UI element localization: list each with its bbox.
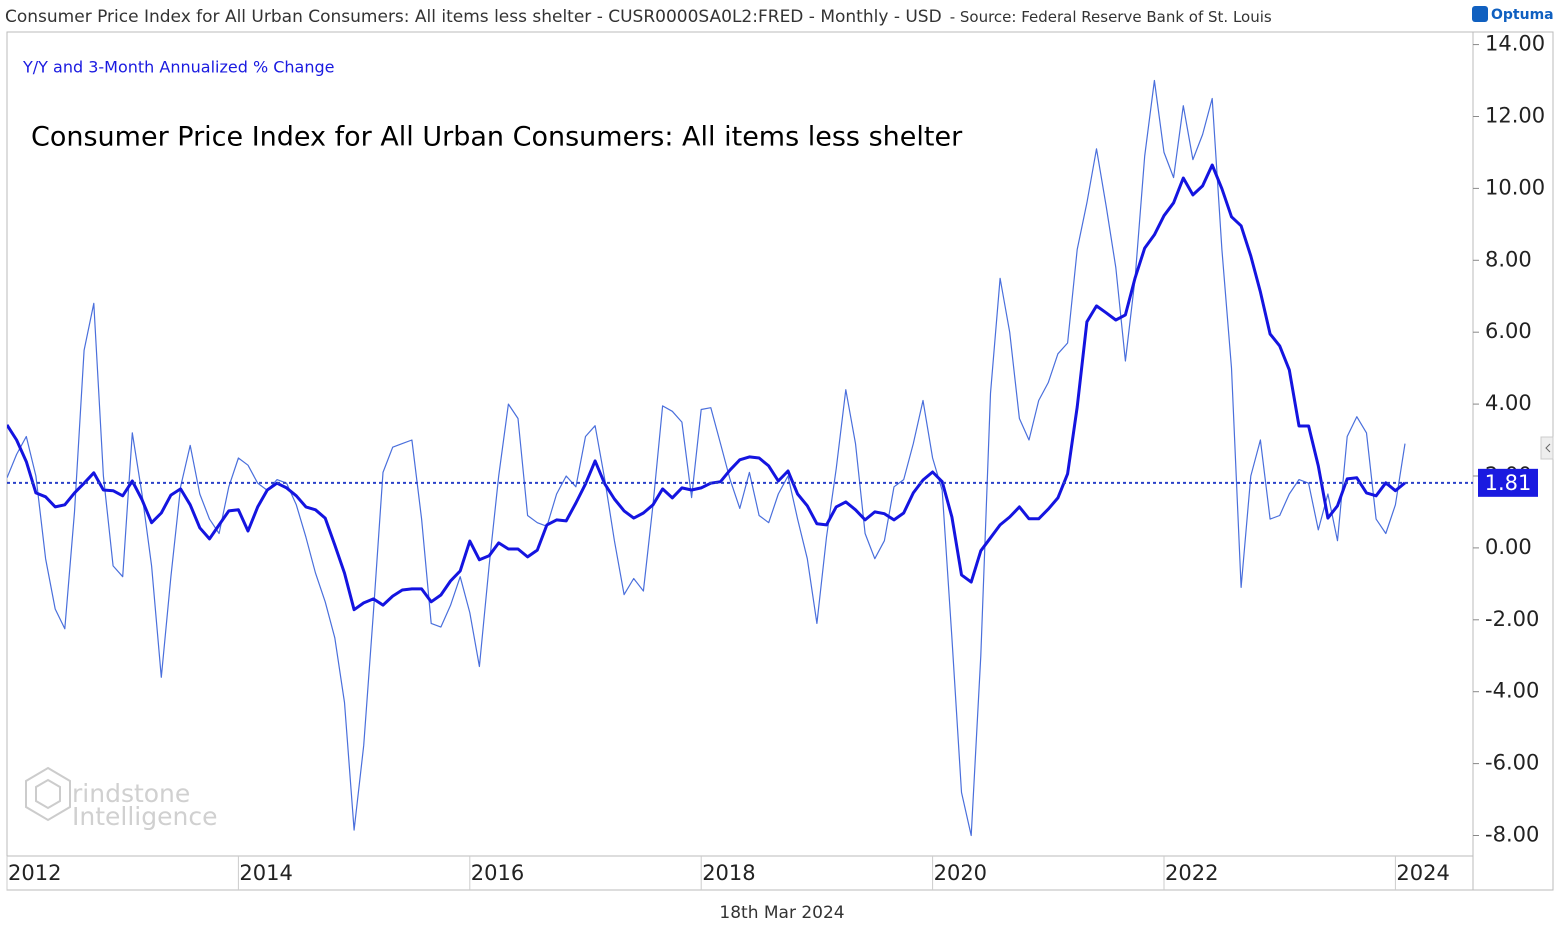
last-value-box (1478, 468, 1538, 497)
y-tick-label: 8.00 (1485, 247, 1532, 271)
header-text: Consumer Price Index for All Urban Consu… (5, 7, 942, 27)
y-tick-label: -6.00 (1485, 751, 1539, 775)
side-tab[interactable] (1540, 436, 1554, 460)
subtitle: Y/Y and 3-Month Annualized % Change (22, 58, 335, 77)
logo: Optuma (1491, 7, 1554, 23)
y-tick-label: 12.00 (1485, 103, 1545, 127)
y-tick-label: -8.00 (1485, 823, 1539, 847)
x-tick-label: 2024 (1396, 861, 1449, 885)
header: Consumer Price Index for All Urban Consu… (5, 7, 1272, 27)
y-tick-label: 0.00 (1485, 535, 1532, 559)
y-tick-label: 10.00 (1485, 175, 1545, 199)
watermark: rindstone (72, 779, 190, 808)
x-tick-label: 2014 (239, 861, 292, 885)
side-tab-arrow (1545, 443, 1551, 453)
y-tick-label: 14.00 (1485, 32, 1545, 56)
date: 18th Mar 2024 (719, 903, 844, 923)
last-value-label: 1.81 (1485, 471, 1532, 495)
x-tick-label: 2018 (702, 861, 755, 885)
series-line (7, 163, 1406, 612)
y-tick-label: 4.00 (1485, 391, 1532, 415)
series-line (7, 79, 1406, 837)
x-tick-label: 2020 (934, 861, 987, 885)
logo-icon (1472, 6, 1488, 22)
frame (6, 31, 1554, 891)
y-tick-label: -4.00 (1485, 679, 1539, 703)
y-tick-label: -2.00 (1485, 607, 1539, 631)
y-tick-label: 6.00 (1485, 319, 1532, 343)
source: - Source: Federal Reserve Bank of St. Lo… (950, 8, 1272, 26)
watermark-icon (25, 766, 71, 822)
x-tick-label: 2016 (471, 861, 524, 885)
x-tick-label: 2012 (8, 861, 61, 885)
chart-title: Consumer Price Index for All Urban Consu… (31, 122, 963, 153)
watermark: Intelligence (72, 802, 217, 831)
x-tick-label: 2022 (1165, 861, 1218, 885)
plot-area (7, 79, 1406, 837)
